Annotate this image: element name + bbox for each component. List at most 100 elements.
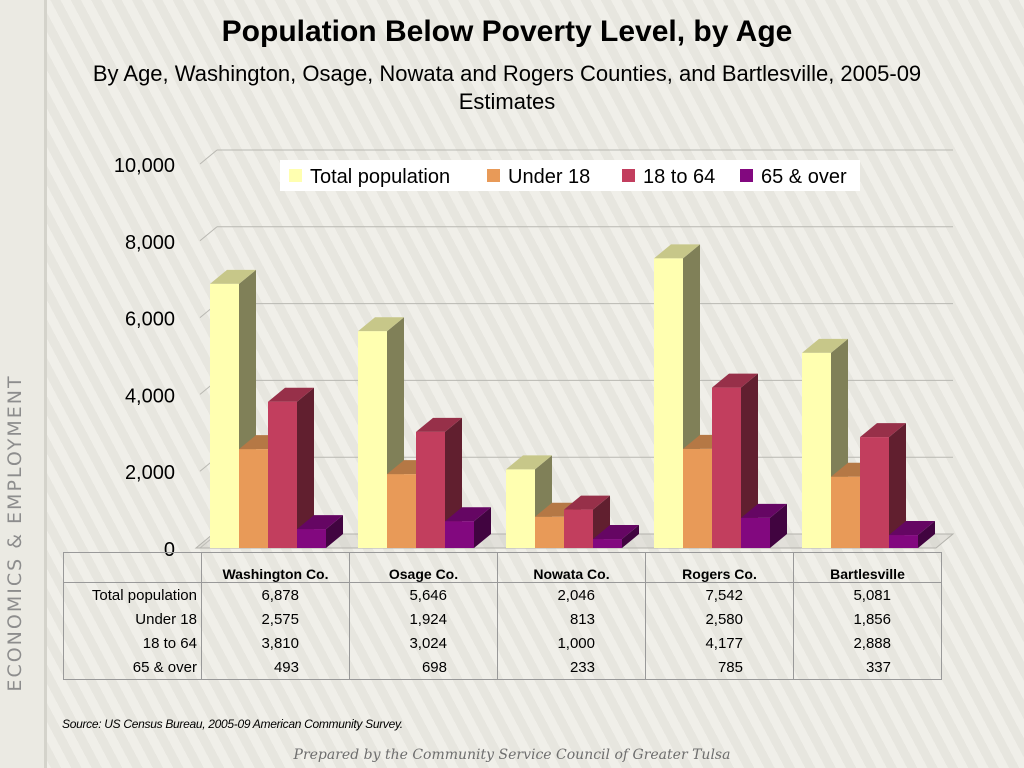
legend-label: Under 18 <box>508 166 590 188</box>
bar <box>593 539 622 548</box>
legend-label: Total population <box>310 166 450 188</box>
bar <box>654 258 683 548</box>
bar <box>831 476 860 548</box>
legend-label: 18 to 64 <box>643 166 715 188</box>
table-cell: 3,810 <box>201 631 350 655</box>
table-cell: 493 <box>201 655 350 680</box>
bar-side <box>622 525 639 548</box>
table-cell: 2,888 <box>793 631 942 655</box>
table-cell: 337 <box>793 655 942 680</box>
bar-side <box>770 503 787 548</box>
chart-title: Population Below Poverty Level, by Age <box>221 15 793 48</box>
table-header-row: Washington Co. Osage Co. Nowata Co. Roge… <box>63 552 942 583</box>
table-row: 65 & over 493 698 233 785 337 <box>64 655 942 680</box>
bar-top <box>712 373 758 388</box>
gridline-side <box>199 149 218 165</box>
table-cell: 3,024 <box>349 631 498 655</box>
bar-side <box>889 423 906 548</box>
bar <box>741 517 770 548</box>
bar <box>268 401 297 548</box>
table-corner <box>63 552 202 583</box>
row-label: 18 to 64 <box>142 634 197 652</box>
bar-side <box>326 515 343 548</box>
bar <box>506 469 535 548</box>
bar-side <box>918 521 935 548</box>
table-cell: 1,856 <box>793 607 942 631</box>
bar <box>683 448 712 548</box>
table-cell: 785 <box>645 655 794 680</box>
y-tick-label: 4,000 <box>125 385 175 407</box>
table-cell: 1,000 <box>497 631 646 655</box>
table-cell: 4,177 <box>645 631 794 655</box>
bar-side <box>474 507 491 548</box>
bar-top <box>445 507 491 522</box>
legend-box <box>280 160 860 191</box>
table-cell: 233 <box>497 655 646 680</box>
gridline-side <box>199 226 218 242</box>
bar <box>358 331 387 548</box>
bar-top <box>416 417 462 432</box>
y-tick-label: 10,000 <box>114 155 175 177</box>
bar-top <box>358 317 404 332</box>
bar-top <box>889 521 935 536</box>
bar <box>297 529 326 548</box>
bar <box>564 509 593 548</box>
row-label: 65 & over <box>132 658 197 676</box>
y-tick-label: 6,000 <box>125 309 175 331</box>
column-header: Bartlesville <box>793 552 942 583</box>
table-cell: 7,542 <box>645 582 794 607</box>
bar-top <box>210 269 256 284</box>
table-cell: 5,081 <box>793 582 942 607</box>
table-row: Total population 6,878 5,646 2,046 7,542… <box>64 582 942 607</box>
left-band <box>0 0 47 768</box>
prepared-by-footer: Prepared by the Community Service Counci… <box>293 747 731 763</box>
bar <box>416 431 445 548</box>
column-header: Rogers Co. <box>645 552 794 583</box>
table-cell: 2,046 <box>497 582 646 607</box>
bar <box>210 283 239 548</box>
bar-top <box>654 244 700 259</box>
y-tick-label: 0 <box>164 539 175 560</box>
chart-subtitle: By Age, Washington, Osage, Nowata and Ro… <box>92 61 922 114</box>
bar-top <box>506 455 552 470</box>
table-cell: 1,924 <box>349 607 498 631</box>
bar-top <box>860 423 906 438</box>
table-cell: 698 <box>349 655 498 680</box>
legend-swatch <box>622 169 635 182</box>
bar-side <box>741 373 758 548</box>
bar-top <box>802 338 848 353</box>
bar <box>889 535 918 548</box>
table-cell: 6,878 <box>201 582 350 607</box>
table-cell: 5,646 <box>349 582 498 607</box>
bar-top <box>593 525 639 540</box>
row-label: Under 18 <box>135 610 197 628</box>
y-tick-label: 2,000 <box>125 462 175 484</box>
bar <box>445 521 474 548</box>
legend-swatch <box>740 169 753 182</box>
table-row: Under 18 2,575 1,924 813 2,580 1,856 <box>64 607 942 631</box>
bar <box>712 387 741 548</box>
bar-side <box>297 387 314 548</box>
bar <box>860 437 889 548</box>
table-row: 18 to 64 3,810 3,024 1,000 4,177 2,888 <box>64 631 942 655</box>
bar <box>239 449 268 548</box>
legend-swatch <box>487 169 500 182</box>
column-header: Washington Co. <box>201 552 350 583</box>
bar <box>535 516 564 548</box>
legend-swatch <box>289 169 302 182</box>
source-note: Source: US Census Bureau, 2005-09 Americ… <box>62 717 403 731</box>
bar-top <box>297 515 343 530</box>
table-cell: 813 <box>497 607 646 631</box>
bar-top <box>741 503 787 518</box>
column-header: Osage Co. <box>349 552 498 583</box>
column-header: Nowata Co. <box>497 552 646 583</box>
row-label: Total population <box>91 586 197 604</box>
bar-top <box>268 387 314 402</box>
bar-chart: 0 2,000 4,000 6,000 8,000 10,000 Total populat… <box>114 149 955 560</box>
legend-label: 65 & over <box>761 166 847 188</box>
data-table: Washington Co. Osage Co. Nowata Co. Roge… <box>63 552 942 680</box>
table-cell: 2,575 <box>201 607 350 631</box>
y-tick-label: 8,000 <box>125 232 175 254</box>
bar-top <box>564 495 610 510</box>
bar <box>802 352 831 548</box>
